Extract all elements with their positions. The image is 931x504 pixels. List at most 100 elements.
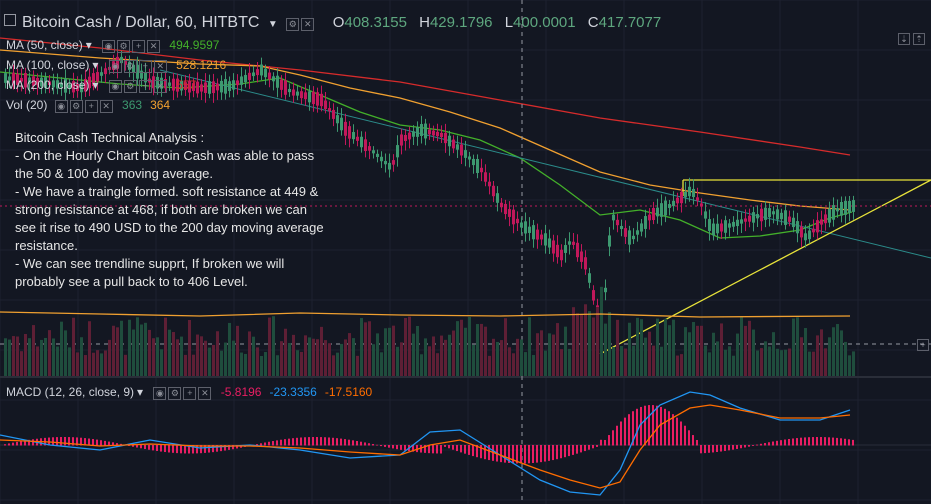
volume-bar xyxy=(216,331,219,376)
add-icon[interactable]: + xyxy=(138,80,152,94)
candle-body xyxy=(260,64,263,76)
add-icon[interactable]: + xyxy=(183,387,197,401)
candle-body xyxy=(696,197,699,201)
volume-bar xyxy=(100,353,103,376)
eye-icon[interactable]: ◉ xyxy=(102,40,116,54)
eye-icon[interactable]: ◉ xyxy=(54,100,68,114)
macd-histogram-bar xyxy=(284,439,286,446)
candle-body xyxy=(216,83,219,91)
volume-bar xyxy=(760,348,763,376)
close-icon[interactable]: ✕ xyxy=(301,18,315,31)
macd-histogram-bar xyxy=(564,445,566,458)
candle-body xyxy=(772,211,775,215)
pane-up-icon[interactable]: ⇡ xyxy=(913,33,925,45)
settings-icon[interactable]: ⚙ xyxy=(123,60,137,74)
ma50-label[interactable]: MA (50, close) xyxy=(6,38,83,52)
pane-down-icon[interactable]: ⇣ xyxy=(898,33,910,45)
macd-histogram-bar xyxy=(448,445,450,449)
add-icon[interactable]: + xyxy=(138,60,152,74)
symbol-title[interactable]: Bitcoin Cash / Dollar, 60, HITBTC xyxy=(22,14,260,32)
volume-bar xyxy=(56,346,59,376)
candle-body xyxy=(480,167,483,173)
candle-body xyxy=(472,158,475,166)
volume-bar xyxy=(496,341,499,376)
eye-icon[interactable]: ◉ xyxy=(108,60,122,74)
chevron-down-icon[interactable]: ▾ xyxy=(85,38,92,52)
volume-bar xyxy=(168,329,171,376)
candle-body xyxy=(608,235,611,247)
chevron-down-icon[interactable]: ▾ xyxy=(92,58,99,72)
candle-body xyxy=(144,72,147,83)
add-icon[interactable]: + xyxy=(84,100,98,114)
volume-bar xyxy=(716,341,719,376)
macd-histogram-bar xyxy=(648,405,650,446)
macd-histogram-bar xyxy=(104,440,106,446)
volume-bar xyxy=(844,341,847,376)
macd-histogram-bar xyxy=(668,411,670,446)
volume-bar xyxy=(428,346,431,376)
chevron-down-icon[interactable]: ▾ xyxy=(137,385,144,399)
volume-bar xyxy=(740,316,743,376)
eye-icon[interactable]: ◉ xyxy=(108,80,122,94)
volume-bar xyxy=(692,322,695,376)
ma100-label[interactable]: MA (100, close) xyxy=(6,58,90,72)
close-icon[interactable]: ✕ xyxy=(153,60,167,74)
candle-body xyxy=(352,132,355,140)
candle-body xyxy=(664,200,667,216)
candle-body xyxy=(368,146,371,151)
settings-icon[interactable]: ⚙ xyxy=(168,387,182,401)
candle-body xyxy=(92,73,95,87)
volume-bar xyxy=(192,354,195,376)
macd-histogram-bar xyxy=(380,445,382,447)
candle-body xyxy=(20,77,23,82)
close-icon[interactable]: ✕ xyxy=(153,80,167,94)
macd-histogram-bar xyxy=(140,445,142,449)
candle-body xyxy=(788,216,791,222)
macd-histogram-bar xyxy=(364,442,366,446)
volume-bar xyxy=(28,338,31,376)
macd-histogram-bar xyxy=(848,439,850,446)
volume-bar xyxy=(852,351,855,376)
settings-icon[interactable]: ⚙ xyxy=(286,18,300,31)
candle-body xyxy=(276,75,279,88)
macd-histogram-bar xyxy=(60,437,62,446)
candle-body xyxy=(796,221,799,234)
ma200-label[interactable]: MA (200, close) xyxy=(6,78,90,92)
macd-histogram-bar xyxy=(184,445,186,454)
add-icon[interactable]: + xyxy=(132,40,146,54)
candle-body xyxy=(116,56,119,69)
settings-icon[interactable]: ⚙ xyxy=(69,100,83,114)
candle-body xyxy=(840,201,843,216)
macd-histogram-bar xyxy=(332,437,334,446)
chevron-down-icon[interactable]: ▾ xyxy=(92,78,99,92)
macd-histogram-bar xyxy=(552,445,554,461)
macd-histogram-bar xyxy=(504,445,506,463)
chevron-down-icon[interactable]: ▼ xyxy=(267,19,278,31)
candle-body xyxy=(728,223,731,228)
settings-icon[interactable]: ⚙ xyxy=(117,40,131,54)
volume-bar xyxy=(696,325,699,376)
macd-histogram-bar xyxy=(636,408,638,446)
candle-body xyxy=(828,208,831,223)
close-icon[interactable]: ✕ xyxy=(99,100,113,114)
candle-body xyxy=(436,131,439,137)
volume-label[interactable]: Vol (20) xyxy=(6,98,48,112)
volume-bar xyxy=(240,352,243,376)
volume-bar xyxy=(836,324,839,376)
volume-bar xyxy=(120,320,123,376)
macd-histogram-bar xyxy=(356,440,358,446)
close-icon[interactable]: ✕ xyxy=(198,387,212,401)
settings-icon[interactable]: ⚙ xyxy=(123,80,137,94)
candle-body xyxy=(268,72,271,80)
volume-bar xyxy=(832,327,835,376)
close-icon[interactable]: ✕ xyxy=(147,40,161,54)
volume-bar xyxy=(632,345,635,376)
add-price-line-icon[interactable]: + xyxy=(917,339,929,351)
eye-icon[interactable]: ◉ xyxy=(153,387,167,401)
volume-bar xyxy=(764,341,767,376)
macd-histogram-bar xyxy=(532,445,534,464)
candle-body xyxy=(284,80,287,95)
candle-body xyxy=(452,139,455,149)
macd-label[interactable]: MACD (12, 26, close, 9) xyxy=(6,385,135,399)
macd-histogram-bar xyxy=(68,437,70,446)
